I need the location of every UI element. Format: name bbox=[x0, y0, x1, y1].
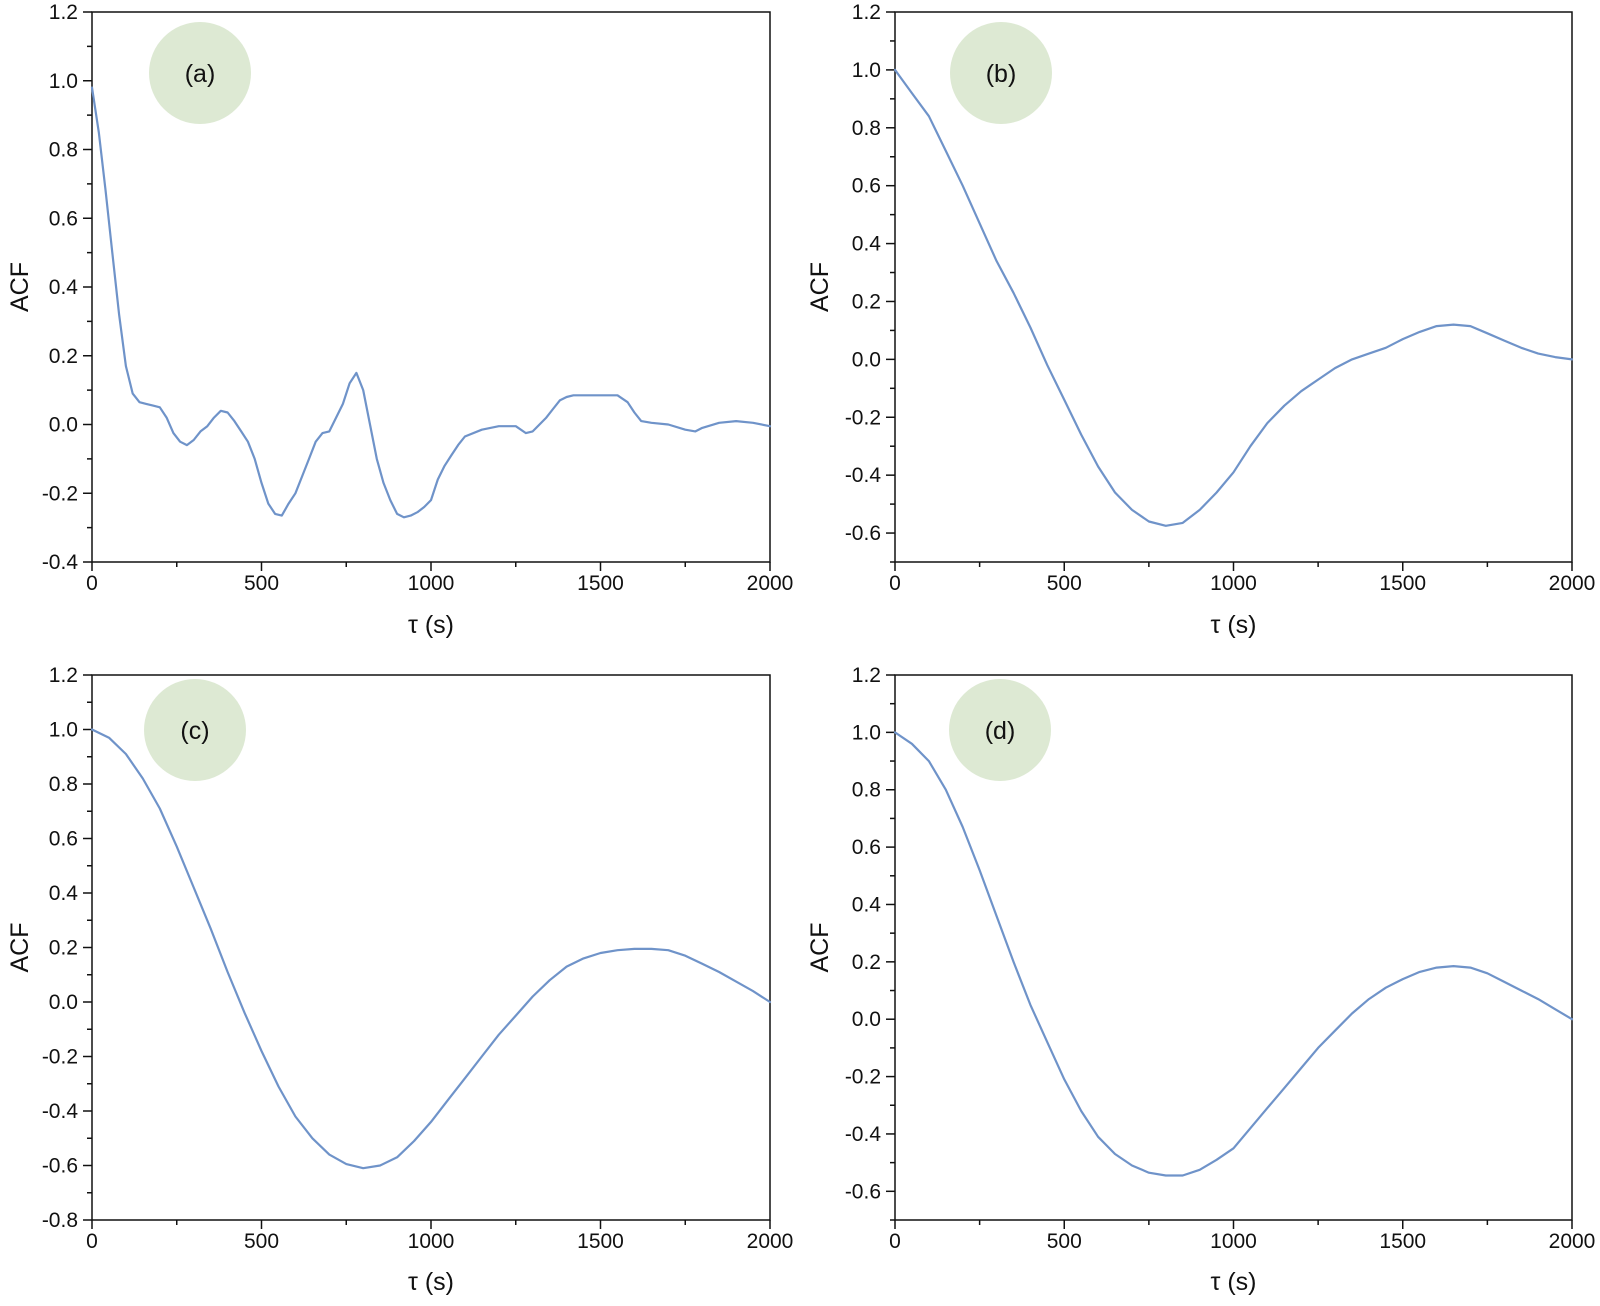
panel-c-y-tick-label: -0.2 bbox=[42, 1046, 78, 1069]
panel-c-y-tick-label: 1.0 bbox=[49, 719, 78, 742]
panel-d-y-tick-label: -0.4 bbox=[845, 1123, 882, 1146]
panel-d-y-tick-label: 0.2 bbox=[852, 951, 881, 974]
panel-b-y-tick-label: -0.6 bbox=[845, 522, 881, 545]
panel-c-label: (c) bbox=[180, 717, 209, 745]
panel-c-y-tick-label: -0.6 bbox=[42, 1155, 78, 1178]
panel-c-acf-series-line bbox=[90, 728, 772, 1170]
panel-d-acf-series-line bbox=[893, 731, 1574, 1177]
panel-a-y-tick-label: 0.6 bbox=[49, 207, 78, 230]
panel-c-x-tick-label: 0 bbox=[86, 1230, 98, 1253]
panel-c-x-tick-label: 2000 bbox=[747, 1230, 794, 1253]
panel-d-y-tick-label: -0.6 bbox=[845, 1180, 881, 1203]
panel-b-x-tick-label: 500 bbox=[1047, 572, 1082, 595]
panel-b-y-tick-label: 0.0 bbox=[852, 348, 881, 371]
panel-a-y-tick-label: 0.8 bbox=[49, 139, 78, 162]
chart-panel-b: (b) 0 500 1000 1500 2000 -0.6 -0.4 -0.2 0.0 0.2 0.4… bbox=[806, 1, 1595, 639]
panel-a-x-tick-label: 500 bbox=[244, 572, 279, 595]
panel-d-x-tick-label: 1500 bbox=[1379, 1230, 1426, 1253]
panel-a-y-tick-label: -0.4 bbox=[42, 551, 79, 574]
panel-c-y-tick-label: -0.8 bbox=[42, 1209, 78, 1232]
panel-a-y-tick-label: 0.0 bbox=[49, 414, 78, 437]
panel-a-y-tick-label: -0.2 bbox=[42, 482, 78, 505]
panel-a-x-tick-label: 1500 bbox=[577, 572, 624, 595]
panel-b-x-tick-label: 0 bbox=[889, 572, 901, 595]
panel-b-label: (b) bbox=[986, 60, 1017, 88]
panel-a-y-tick-label: 0.2 bbox=[49, 345, 78, 368]
panel-d-y-tick-label: 0.4 bbox=[852, 893, 882, 916]
panel-b-acf-series-line bbox=[893, 68, 1574, 527]
panel-d-y-tick-label: 0.6 bbox=[852, 836, 881, 859]
panel-a-badge bbox=[149, 22, 251, 124]
panel-b-y-axis-title: ACF bbox=[806, 262, 834, 312]
panel-d-y-axis-title: ACF bbox=[806, 923, 834, 973]
panel-b-y-tick-label: -0.2 bbox=[845, 406, 881, 429]
panel-b-x-tick-label: 1500 bbox=[1379, 572, 1426, 595]
panel-d-x-tick-label: 0 bbox=[889, 1230, 901, 1253]
panel-d-y-tick-label: 1.0 bbox=[852, 721, 881, 744]
panel-a-y-tick-label: 0.4 bbox=[49, 276, 79, 299]
panel-d-y-tick-label: 0.8 bbox=[852, 779, 881, 802]
panel-b-y-tick-label: 1.0 bbox=[852, 59, 881, 82]
panel-c-y-tick-label: 0.8 bbox=[49, 773, 78, 796]
panel-d-y-tick-label: 1.2 bbox=[852, 664, 881, 687]
panel-d-label: (d) bbox=[985, 717, 1016, 745]
panel-b-y-tick-label: -0.4 bbox=[845, 464, 882, 487]
panel-c-y-tick-label: 0.6 bbox=[49, 828, 78, 851]
panel-b-badge bbox=[950, 22, 1052, 124]
panel-b-y-tick-label: 0.4 bbox=[852, 233, 882, 256]
panel-a-y-axis-title: ACF bbox=[6, 262, 34, 312]
panel-d-x-tick-label: 2000 bbox=[1549, 1230, 1596, 1253]
panel-a-x-axis-title: τ (s) bbox=[408, 611, 454, 639]
panel-d-y-tick-label: -0.2 bbox=[845, 1066, 881, 1089]
chart-panel-a: (a) 0 500 1000 1500 2000 -0.4 -0.2 0.0 0.2 0.4 0.6 0… bbox=[6, 1, 793, 639]
panel-b-y-tick-label: 0.2 bbox=[852, 290, 881, 313]
panel-a-x-tick-label: 1000 bbox=[408, 572, 455, 595]
panel-c-y-axis-title: ACF bbox=[6, 923, 34, 973]
panel-c-x-tick-label: 1500 bbox=[577, 1230, 624, 1253]
panel-c-y-tick-label: 0.4 bbox=[49, 882, 79, 905]
panel-a-y-tick-label: 1.0 bbox=[49, 70, 78, 93]
panel-a-x-tick-label: 2000 bbox=[747, 572, 794, 595]
panel-c-y-tick-label: 0.0 bbox=[49, 991, 78, 1014]
panel-b-x-tick-label: 1000 bbox=[1210, 572, 1257, 595]
panel-d-x-tick-label: 1000 bbox=[1210, 1230, 1257, 1253]
panel-b-y-tick-label: 0.6 bbox=[852, 175, 881, 198]
panel-b-x-tick-label: 2000 bbox=[1549, 572, 1596, 595]
panel-c-y-tick-label: -0.4 bbox=[42, 1100, 79, 1123]
panel-d-x-axis-title: τ (s) bbox=[1211, 1268, 1257, 1296]
panel-a-label: (a) bbox=[185, 60, 216, 88]
panel-c-y-tick-label: 1.2 bbox=[49, 664, 78, 687]
panel-d-y-tick-label: 0.0 bbox=[852, 1008, 881, 1031]
chart-panel-c: (c) 0 500 1000 1500 2000 -0.8 -0.6 -0.4 -0.2 0.0 0.… bbox=[6, 664, 793, 1296]
panel-c-x-tick-label: 500 bbox=[244, 1230, 279, 1253]
panel-c-x-tick-label: 1000 bbox=[408, 1230, 455, 1253]
panel-b-x-axis-title: τ (s) bbox=[1211, 611, 1257, 639]
panel-c-y-tick-label: 0.2 bbox=[49, 937, 78, 960]
panel-a-acf-series-line bbox=[90, 86, 772, 519]
panel-a-y-tick-label: 1.2 bbox=[49, 1, 78, 24]
panel-b-y-tick-label: 1.2 bbox=[852, 1, 881, 24]
panel-b-y-tick-label: 0.8 bbox=[852, 117, 881, 140]
chart-panel-d: (d) 0 500 1000 1500 2000 -0.6 -0.4 -0.2 0.0 0.2 0.4… bbox=[806, 664, 1595, 1296]
panel-c-badge bbox=[144, 679, 246, 781]
panel-a-x-tick-label: 0 bbox=[86, 572, 98, 595]
panel-d-badge bbox=[949, 679, 1051, 781]
panel-d-x-tick-label: 500 bbox=[1047, 1230, 1082, 1253]
panel-c-x-axis-title: τ (s) bbox=[408, 1268, 454, 1296]
